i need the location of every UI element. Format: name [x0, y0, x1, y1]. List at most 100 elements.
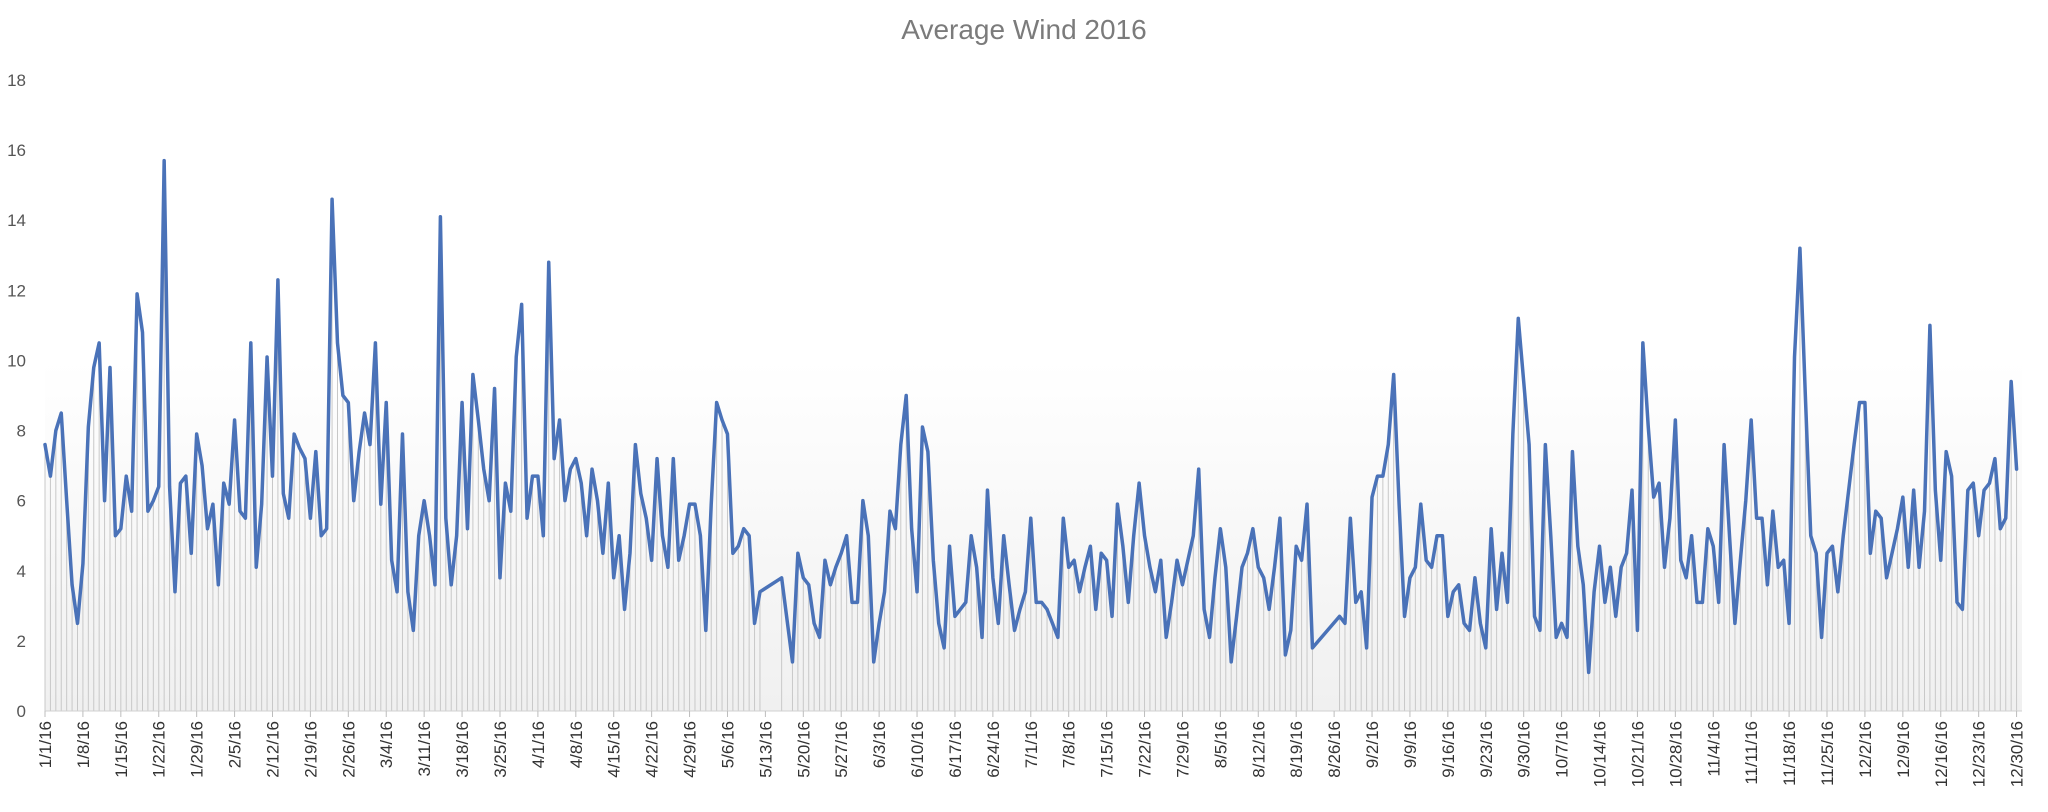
x-tick: 10/21/16 — [1628, 711, 1647, 787]
data-point — [1192, 535, 1194, 537]
data-point — [591, 468, 593, 470]
data-point — [1799, 247, 1801, 249]
data-point — [1674, 419, 1676, 421]
data-point — [1555, 636, 1557, 638]
data-point — [759, 591, 761, 593]
data-point — [1398, 503, 1400, 505]
data-point — [824, 559, 826, 561]
data-point — [82, 563, 84, 565]
data-point — [580, 482, 582, 484]
data-point — [1127, 601, 1129, 603]
x-tick-label: 6/24/16 — [984, 721, 1003, 778]
data-point — [114, 535, 116, 537]
data-point — [943, 647, 945, 649]
data-point — [1810, 535, 1812, 537]
data-point — [2015, 468, 2017, 470]
data-point — [634, 443, 636, 445]
x-tick-label: 10/21/16 — [1628, 721, 1647, 787]
data-point — [856, 601, 858, 603]
data-point — [726, 433, 728, 435]
y-tick: 4 — [17, 562, 26, 581]
x-tick-label: 7/22/16 — [1136, 721, 1155, 778]
x-tick-label: 12/16/16 — [1932, 721, 1951, 787]
data-point — [938, 622, 940, 624]
x-tick: 3/4/16 — [377, 711, 396, 768]
y-tick-label: 2 — [17, 632, 26, 651]
series-line — [43, 158, 2019, 675]
data-point — [705, 629, 707, 631]
data-point — [1983, 489, 1985, 491]
data-point — [461, 401, 463, 403]
drop-lines — [44, 160, 2018, 711]
x-tick: 9/2/16 — [1363, 711, 1382, 768]
data-point — [558, 419, 560, 421]
data-point — [1571, 450, 1573, 452]
data-point — [1295, 545, 1297, 547]
x-tick: 1/1/16 — [36, 711, 55, 768]
data-point — [1371, 496, 1373, 498]
x-tick: 4/29/16 — [681, 711, 700, 778]
data-point — [645, 517, 647, 519]
data-point — [894, 528, 896, 530]
x-tick-label: 5/6/16 — [718, 721, 737, 768]
x-tick: 1/8/16 — [74, 711, 93, 768]
x-tick: 9/30/16 — [1515, 711, 1534, 778]
data-point — [862, 499, 864, 501]
x-tick-label: 1/8/16 — [74, 721, 93, 768]
data-point — [564, 499, 566, 501]
data-point — [483, 468, 485, 470]
y-tick: 18 — [7, 71, 26, 90]
data-point — [1154, 591, 1156, 593]
x-tick-label: 2/26/16 — [339, 721, 358, 778]
data-point — [537, 475, 539, 477]
data-point — [1035, 601, 1037, 603]
data-point — [1853, 443, 1855, 445]
x-tick: 6/24/16 — [984, 711, 1003, 778]
data-point — [905, 394, 907, 396]
data-point — [1788, 622, 1790, 624]
x-tick-label: 12/30/16 — [2008, 721, 2027, 787]
data-point — [954, 615, 956, 617]
x-tick-label: 5/27/16 — [832, 721, 851, 778]
data-point — [992, 577, 994, 579]
y-tick-label: 0 — [17, 702, 26, 721]
data-point — [986, 489, 988, 491]
x-tick-label: 12/9/16 — [1894, 721, 1913, 778]
x-tick: 7/8/16 — [1060, 711, 1079, 768]
data-point — [797, 552, 799, 554]
data-point — [715, 401, 717, 403]
data-point — [575, 457, 577, 459]
data-point — [1355, 601, 1357, 603]
data-point — [163, 159, 165, 161]
data-point — [380, 503, 382, 505]
data-point — [260, 503, 262, 505]
data-point — [1669, 517, 1671, 519]
data-point — [1907, 566, 1909, 568]
data-point — [1631, 489, 1633, 491]
data-point — [1311, 647, 1313, 649]
data-point — [109, 366, 111, 368]
y-tick-label: 18 — [7, 71, 26, 90]
x-tick: 4/8/16 — [567, 711, 586, 768]
data-point — [499, 577, 501, 579]
data-point — [369, 443, 371, 445]
data-point — [1582, 584, 1584, 586]
data-point — [1024, 591, 1026, 593]
data-point — [1652, 496, 1654, 498]
data-point — [1647, 426, 1649, 428]
data-point — [1902, 496, 1904, 498]
data-point — [1436, 535, 1438, 537]
x-tick-label: 11/11/16 — [1742, 721, 1761, 785]
data-point — [694, 503, 696, 505]
x-tick-label: 12/23/16 — [1970, 721, 1989, 787]
data-point — [678, 559, 680, 561]
data-point — [385, 401, 387, 403]
data-point — [1847, 489, 1849, 491]
data-point — [1506, 601, 1508, 603]
data-point — [753, 622, 755, 624]
data-point — [1658, 482, 1660, 484]
data-point — [548, 261, 550, 263]
data-point — [873, 661, 875, 663]
data-point — [883, 591, 885, 593]
data-point — [1728, 535, 1730, 537]
